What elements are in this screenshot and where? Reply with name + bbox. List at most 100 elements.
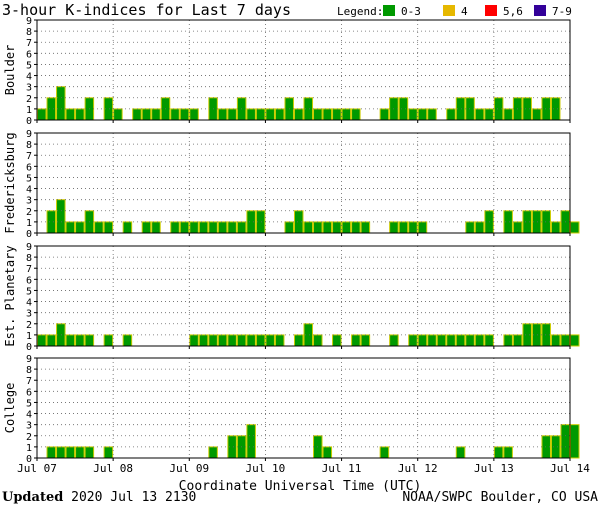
bar [246,334,256,347]
bar [570,424,580,459]
bar [46,97,57,121]
bar [75,221,85,234]
bar [398,221,409,234]
y-tick-label: 8 [26,365,32,376]
bar [474,221,485,234]
bar [341,108,352,121]
bar [37,108,47,121]
y-tick-label: 6 [26,275,32,286]
bar [550,435,561,459]
bar [313,108,323,121]
bar [56,199,66,234]
bar [550,334,561,347]
bar [379,446,390,459]
y-tick-label: 2 [26,320,32,331]
bar [313,334,323,347]
source-credit: NOAA/SWPC Boulder, CO USA [402,490,598,505]
bar [274,334,285,347]
bar [198,334,209,347]
bar [189,334,199,347]
chart-title: 3-hour K-indices for Last 7 days [2,1,291,19]
y-tick-label: 9 [26,16,32,27]
panel-label: Boulder [3,45,17,96]
updated-label: Updated [2,490,64,505]
bar [122,221,133,234]
y-tick-label: 8 [26,27,32,38]
x-tick-label: Jul 10 [246,462,286,475]
y-tick-label: 5 [26,60,32,71]
legend-swatch-3 [534,5,546,16]
bar [189,221,199,234]
bar [113,108,123,121]
y-tick-label: 3 [26,309,32,320]
bar [550,97,561,121]
y-tick-label: 0 [26,116,32,127]
bar [84,446,95,459]
bar [484,108,494,121]
panel-frame [36,245,571,347]
bar [465,334,475,347]
bar [474,108,485,121]
bar [208,334,218,347]
y-tick-label: 0 [26,454,32,465]
bar [360,334,371,347]
bar [141,108,152,121]
bar [246,424,256,459]
legend-swatch-1 [443,5,455,16]
y-tick-label: 2 [26,94,32,105]
bar [179,221,190,234]
bar [474,334,485,347]
y-tick-label: 5 [26,398,32,409]
bar [198,221,209,234]
bar [151,221,161,234]
legend-title: Legend: [337,5,383,18]
bar [65,446,76,459]
bar [503,108,513,121]
bar [351,221,361,234]
bar [446,108,456,121]
bar [227,334,237,347]
y-tick-label: 7 [26,264,32,275]
y-tick-label: 3 [26,83,32,94]
bar [389,221,399,234]
bar [56,86,66,121]
legend-label-1: 4 [461,5,468,18]
bar [293,334,304,347]
bar [227,108,237,121]
legend-swatch-2 [485,5,497,16]
bar [322,221,333,234]
bar [522,97,532,121]
bar [132,108,142,121]
bar [46,334,57,347]
bar [493,446,504,459]
bar [303,221,314,234]
bar [379,108,390,121]
bar [351,108,361,121]
bar [65,108,76,121]
x-axis-label: Coordinate Universal Time (UTC) [179,479,422,494]
y-tick-label: 0 [26,229,32,240]
bar [236,221,247,234]
bar [332,334,342,347]
bar [75,446,85,459]
legend: Legend: 0-3 4 5,6 7-9 [337,5,572,18]
bar [408,334,418,347]
bar [227,221,237,234]
y-tick-label: 4 [26,298,32,309]
bar [46,446,57,459]
bar [208,221,218,234]
bar [217,108,228,121]
y-tick-label: 1 [26,443,32,454]
bar [417,108,428,121]
y-tick-label: 1 [26,331,32,342]
bar [351,334,361,347]
y-tick-label: 3 [26,421,32,432]
bar [503,334,513,347]
bar [427,108,437,121]
legend-swatch-0 [383,5,395,16]
bar [322,108,333,121]
x-tick-label: Jul 09 [169,462,209,475]
bar [170,221,180,234]
bar [293,108,304,121]
